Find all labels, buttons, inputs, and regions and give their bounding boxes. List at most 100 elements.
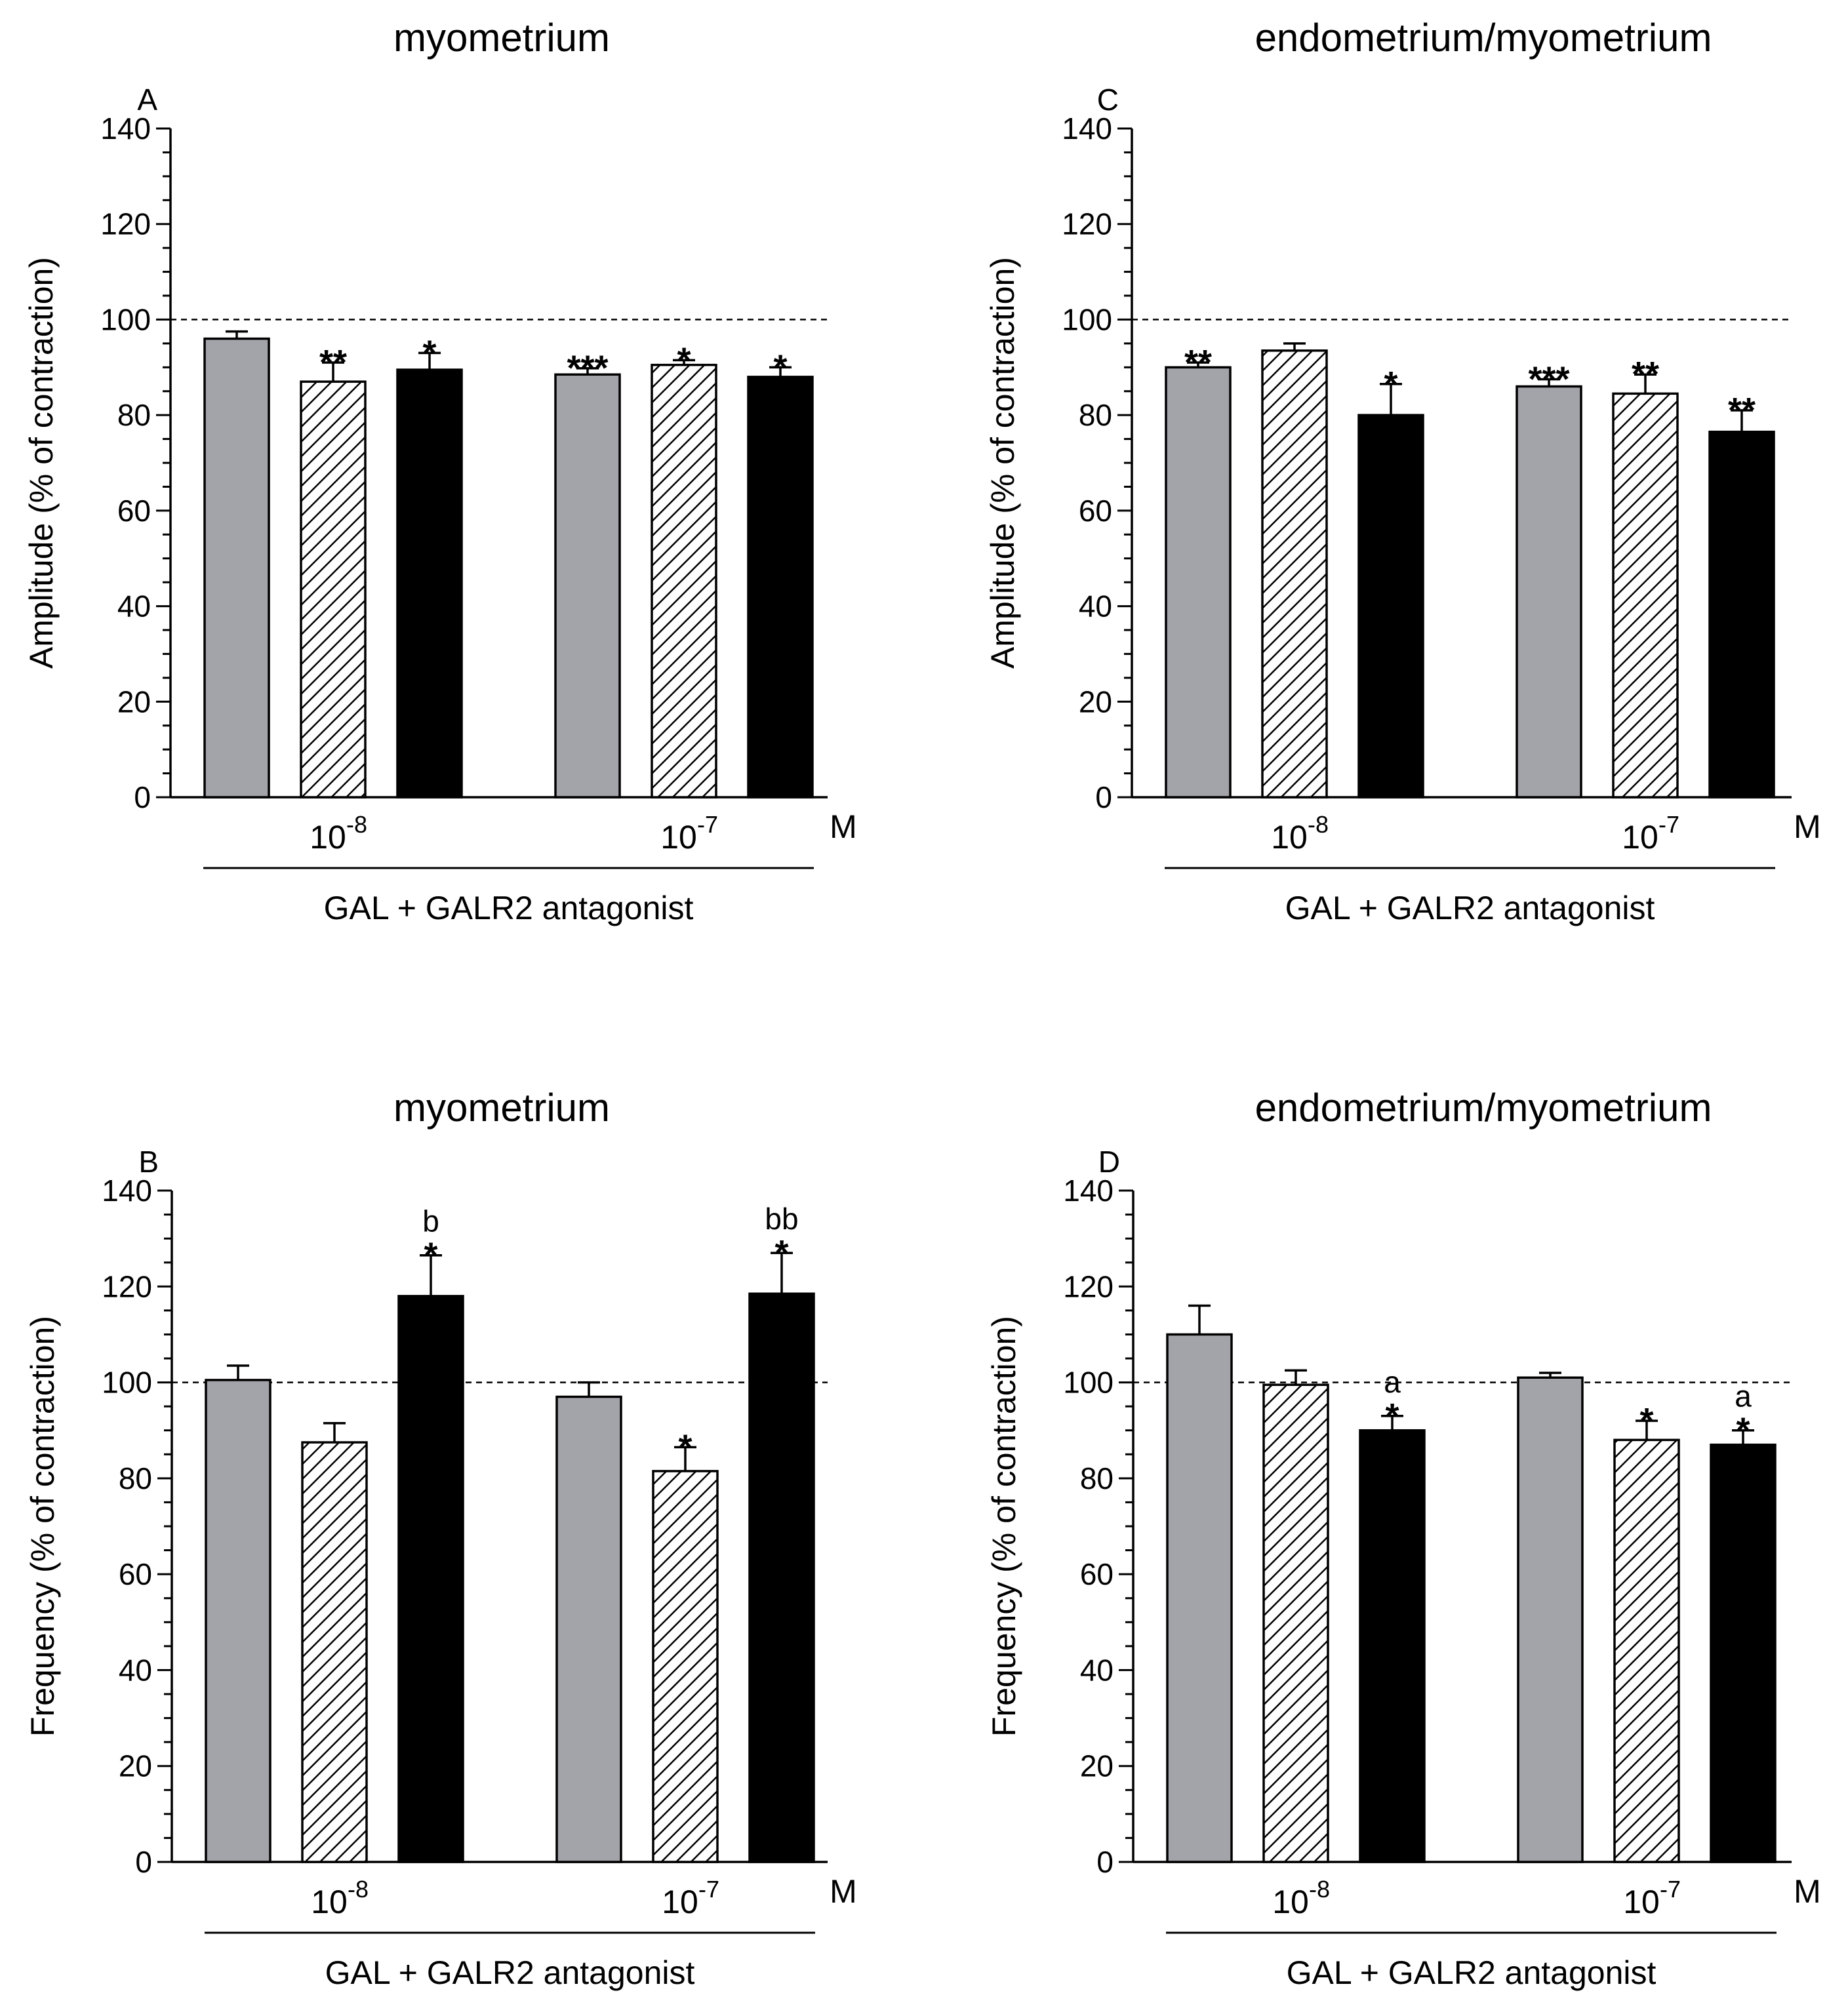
y-tick-label: 140 (1063, 1174, 1114, 1208)
bar-series-3 (396, 368, 463, 799)
significance-marker: ** (1632, 355, 1659, 394)
significance-marker: * (424, 1236, 437, 1275)
bar-series-3 (1357, 414, 1424, 799)
x-axis-label: GAL + GALR2 antagonist (325, 1954, 695, 1991)
bar-series-1 (203, 337, 270, 799)
group-label-base: 10 (1271, 819, 1308, 856)
y-tick-label: 120 (1063, 1269, 1114, 1303)
chart-panel-c: endometrium/myometrium C 0 20 40 60 80 100 120 14… (984, 16, 1821, 926)
significance-letter: bb (765, 1202, 798, 1236)
y-tick-label: 140 (100, 111, 151, 146)
significance-letter: b (422, 1204, 439, 1238)
y-axis-label: Amplitude (% of contraction) (23, 257, 60, 669)
y-tick-label: 20 (1080, 1749, 1114, 1783)
bar-series-2 (1612, 392, 1679, 799)
significance-marker: ** (319, 343, 347, 382)
group-label-base: 10 (660, 819, 697, 856)
y-tick-label: 80 (119, 1461, 152, 1495)
x-axis-label: GAL + GALR2 antagonist (1287, 1954, 1656, 1991)
significance-letter: a (1735, 1379, 1752, 1413)
chart-panel-b: myometrium B 0 20 40 60 80 100 120 140 Frequency (… (24, 1086, 857, 1991)
y-axis-label: Amplitude (% of contraction) (984, 257, 1021, 669)
y-axis-label: Frequency (% of contraction) (24, 1316, 61, 1737)
group-label-exponent: -8 (348, 1876, 369, 1903)
bar-series-1 (555, 1395, 622, 1863)
group-label-exponent: -7 (1658, 811, 1679, 838)
y-tick-label: 40 (119, 1653, 152, 1687)
group-label-exponent: -7 (697, 811, 718, 838)
bar-series-2 (300, 380, 367, 799)
y-tick-label: 40 (1079, 589, 1112, 623)
unit-label: M (1794, 1873, 1821, 1910)
y-tick-label: 60 (119, 1557, 152, 1591)
y-tick-label: 100 (1063, 1366, 1114, 1400)
y-tick-label: 0 (134, 780, 151, 814)
bar-series-2 (1613, 1438, 1680, 1863)
y-tick-label: 0 (1095, 780, 1112, 814)
y-tick-label: 20 (117, 684, 151, 719)
y-tick-label: 80 (1080, 1461, 1114, 1495)
y-tick-label: 120 (100, 207, 151, 241)
panel-letter: A (137, 83, 157, 117)
y-tick-label: 60 (117, 494, 151, 528)
significance-marker: ** (1728, 391, 1756, 430)
bar-series-2 (301, 1441, 368, 1863)
group-label-exponent: -8 (346, 811, 367, 838)
bar-series-1 (1517, 1376, 1584, 1863)
y-tick-label: 40 (117, 589, 151, 623)
y-tick-label: 100 (100, 302, 151, 336)
group-label-base: 10 (662, 1884, 698, 1920)
significance-marker: ** (1184, 343, 1212, 382)
significance-marker: * (1736, 1411, 1750, 1450)
y-tick-label: 120 (102, 1269, 152, 1303)
panel-letter: D (1098, 1145, 1120, 1179)
group-label-base: 10 (310, 819, 346, 856)
significance-marker: *** (567, 349, 608, 388)
y-tick-label: 80 (1079, 398, 1112, 432)
x-axis-label: GAL + GALR2 antagonist (1285, 890, 1655, 926)
y-tick-label: 20 (1079, 684, 1112, 719)
chart-panel-a: myometrium A 0 20 40 60 80 100 120 140 Amplitude (… (23, 16, 857, 926)
significance-marker: * (678, 1427, 692, 1467)
unit-label: M (830, 1873, 857, 1910)
bar-series-3 (747, 376, 814, 799)
chart-panel-d: endometrium/myometrium D 0 20 40 60 80 100 120 14… (986, 1086, 1821, 1991)
group-label-exponent: -7 (698, 1876, 719, 1903)
significance-marker: * (1639, 1401, 1653, 1440)
significance-marker: * (1385, 1396, 1399, 1436)
group-label-base: 10 (1623, 1884, 1660, 1920)
y-tick-label: 20 (119, 1749, 152, 1783)
y-tick-label: 60 (1080, 1557, 1114, 1591)
bar-series-1 (1165, 366, 1232, 799)
chart-title: endometrium/myometrium (1255, 1086, 1712, 1130)
bar-series-3 (397, 1295, 464, 1863)
panel-letter: C (1097, 83, 1119, 117)
unit-label: M (830, 808, 857, 845)
bar-series-1 (205, 1379, 271, 1863)
significance-marker: * (422, 333, 436, 372)
bar-series-3 (1359, 1429, 1426, 1863)
y-tick-label: 140 (102, 1174, 152, 1208)
unit-label: M (1794, 808, 1821, 845)
y-tick-label: 120 (1062, 207, 1112, 241)
bar-series-2 (651, 363, 717, 799)
bar-series-1 (1516, 385, 1582, 799)
bar-series-2 (1261, 349, 1328, 799)
y-tick-label: 100 (1062, 302, 1112, 336)
significance-marker: * (1384, 365, 1397, 404)
chart-title: myometrium (393, 16, 610, 60)
significance-marker: * (773, 347, 787, 387)
bar-series-3 (1708, 430, 1775, 799)
y-tick-label: 80 (117, 398, 151, 432)
y-tick-label: 0 (1096, 1845, 1114, 1879)
significance-marker: * (774, 1233, 788, 1273)
y-axis-label: Frequency (% of contraction) (986, 1316, 1022, 1737)
significance-marker: * (677, 340, 691, 380)
bar-series-2 (652, 1470, 719, 1863)
chart-title: myometrium (393, 1086, 610, 1130)
x-axis-label: GAL + GALR2 antagonist (324, 890, 694, 926)
y-tick-label: 140 (1062, 111, 1112, 146)
panel-letter: B (138, 1145, 159, 1179)
bar-series-3 (748, 1292, 815, 1863)
